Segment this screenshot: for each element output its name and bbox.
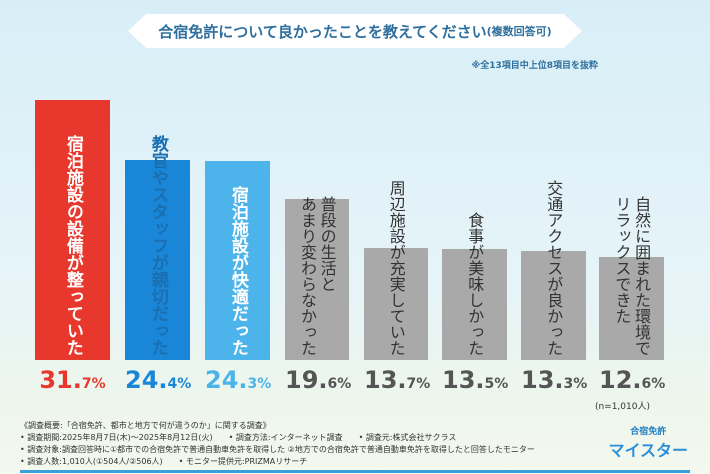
- value-number: 13.: [364, 366, 407, 394]
- footer-line: • 調査人数:1,010人(①504人/②506人) • モニター提供元:PRI…: [20, 457, 308, 466]
- bar-label: 周辺施設が充実していた: [364, 180, 428, 356]
- value-unit: 3%: [247, 376, 272, 392]
- title-text: 合宿免許について良かったことを教えてください: [158, 22, 487, 41]
- bar: 教官やスタッフが親切だった: [125, 135, 190, 360]
- chart-title: 合宿免許について良かったことを教えてください (複数回答可): [128, 14, 582, 48]
- category-label: 交通アクセスが良かった: [544, 180, 564, 356]
- category-label: 宿泊施設の設備が整っていた: [62, 135, 83, 356]
- value-unit: 7%: [406, 376, 431, 392]
- value-label: 13.5%: [442, 366, 509, 398]
- value-unit: 3%: [563, 376, 588, 392]
- footer-line: • 調査対象:調査回答時に①都市での合宿免許で普通自動車免許を取得した ②地方で…: [20, 445, 535, 454]
- bar: 宿泊施設が快適だった: [205, 160, 270, 360]
- value-unit: 6%: [327, 376, 352, 392]
- bar: 交通アクセスが良かった: [521, 180, 586, 360]
- value-label: 24.4%: [125, 366, 192, 398]
- bar-label: 交通アクセスが良かった: [521, 180, 586, 356]
- category-label: 周辺施設が充実していた: [386, 180, 406, 356]
- value-number: 19.: [285, 366, 328, 394]
- logo: 合宿免許 マイスター: [608, 424, 688, 461]
- category-label: 教官やスタッフが親切だった: [147, 135, 168, 356]
- value-number: 31.: [39, 366, 82, 394]
- value-label: 12.6%: [599, 366, 666, 398]
- value-label: 31.7%: [35, 366, 110, 398]
- footer-line: • 調査期間:2025年8月7日(木)〜2025年8月12日(火) • 調査方法…: [20, 433, 457, 442]
- logo-main: マイスター: [608, 441, 688, 460]
- category-label: 宿泊施設が快適だった: [227, 186, 248, 356]
- bar: 食事が美味しかった: [442, 212, 507, 360]
- value-unit: 5%: [484, 376, 509, 392]
- value-number: 24.: [205, 366, 248, 394]
- value-number: 24.: [125, 366, 168, 394]
- sample-note: (n=1,010人): [594, 402, 650, 412]
- value-number: 13.: [442, 366, 485, 394]
- value-unit: 7%: [81, 376, 106, 392]
- bar-label: 自然に囲まれた環境で リラックスできた: [599, 196, 664, 356]
- bar: 周辺施設が充実していた: [364, 180, 428, 360]
- category-label: 食事が美味しかった: [465, 212, 485, 356]
- bottom-divider: [20, 470, 690, 473]
- logo-top: 合宿免許: [630, 427, 667, 437]
- bar: 普段の生活と あまり変わらなかった: [285, 196, 349, 360]
- value-number: 13.: [521, 366, 564, 394]
- value-number: 12.: [599, 366, 642, 394]
- bar: 自然に囲まれた環境で リラックスできた: [599, 196, 664, 360]
- category-label: 普段の生活と: [317, 196, 337, 292]
- title-suffix: (複数回答可): [486, 25, 552, 38]
- bar-label: 教官やスタッフが親切だった: [125, 135, 190, 356]
- value-label: 13.7%: [364, 366, 431, 398]
- value-unit: 6%: [641, 376, 666, 392]
- value-label: 13.3%: [521, 366, 588, 398]
- value-label: 24.3%: [205, 366, 272, 398]
- survey-footer: 《調査概要:「合宿免許、都市と地方で何が違うのか」に関する調査》 • 調査期間:…: [20, 420, 600, 468]
- category-label: 自然に囲まれた環境で: [632, 196, 652, 356]
- subtitle: ※全13項目中上位8項目を抜粋: [471, 61, 598, 71]
- bar-label: 宿泊施設が快適だった: [205, 186, 270, 356]
- category-label: あまり変わらなかった: [298, 196, 317, 356]
- bar-label: 食事が美味しかった: [442, 212, 507, 356]
- footer-line: 《調査概要:「合宿免許、都市と地方で何が違うのか」に関する調査》: [20, 421, 271, 430]
- value-label: 19.6%: [285, 366, 352, 398]
- value-unit: 4%: [167, 376, 192, 392]
- bar-label: 宿泊施設の設備が整っていた: [35, 135, 110, 356]
- bar: 宿泊施設の設備が整っていた: [35, 100, 110, 360]
- bar-label: 普段の生活と あまり変わらなかった: [285, 196, 349, 356]
- category-label: リラックスできた: [612, 196, 632, 324]
